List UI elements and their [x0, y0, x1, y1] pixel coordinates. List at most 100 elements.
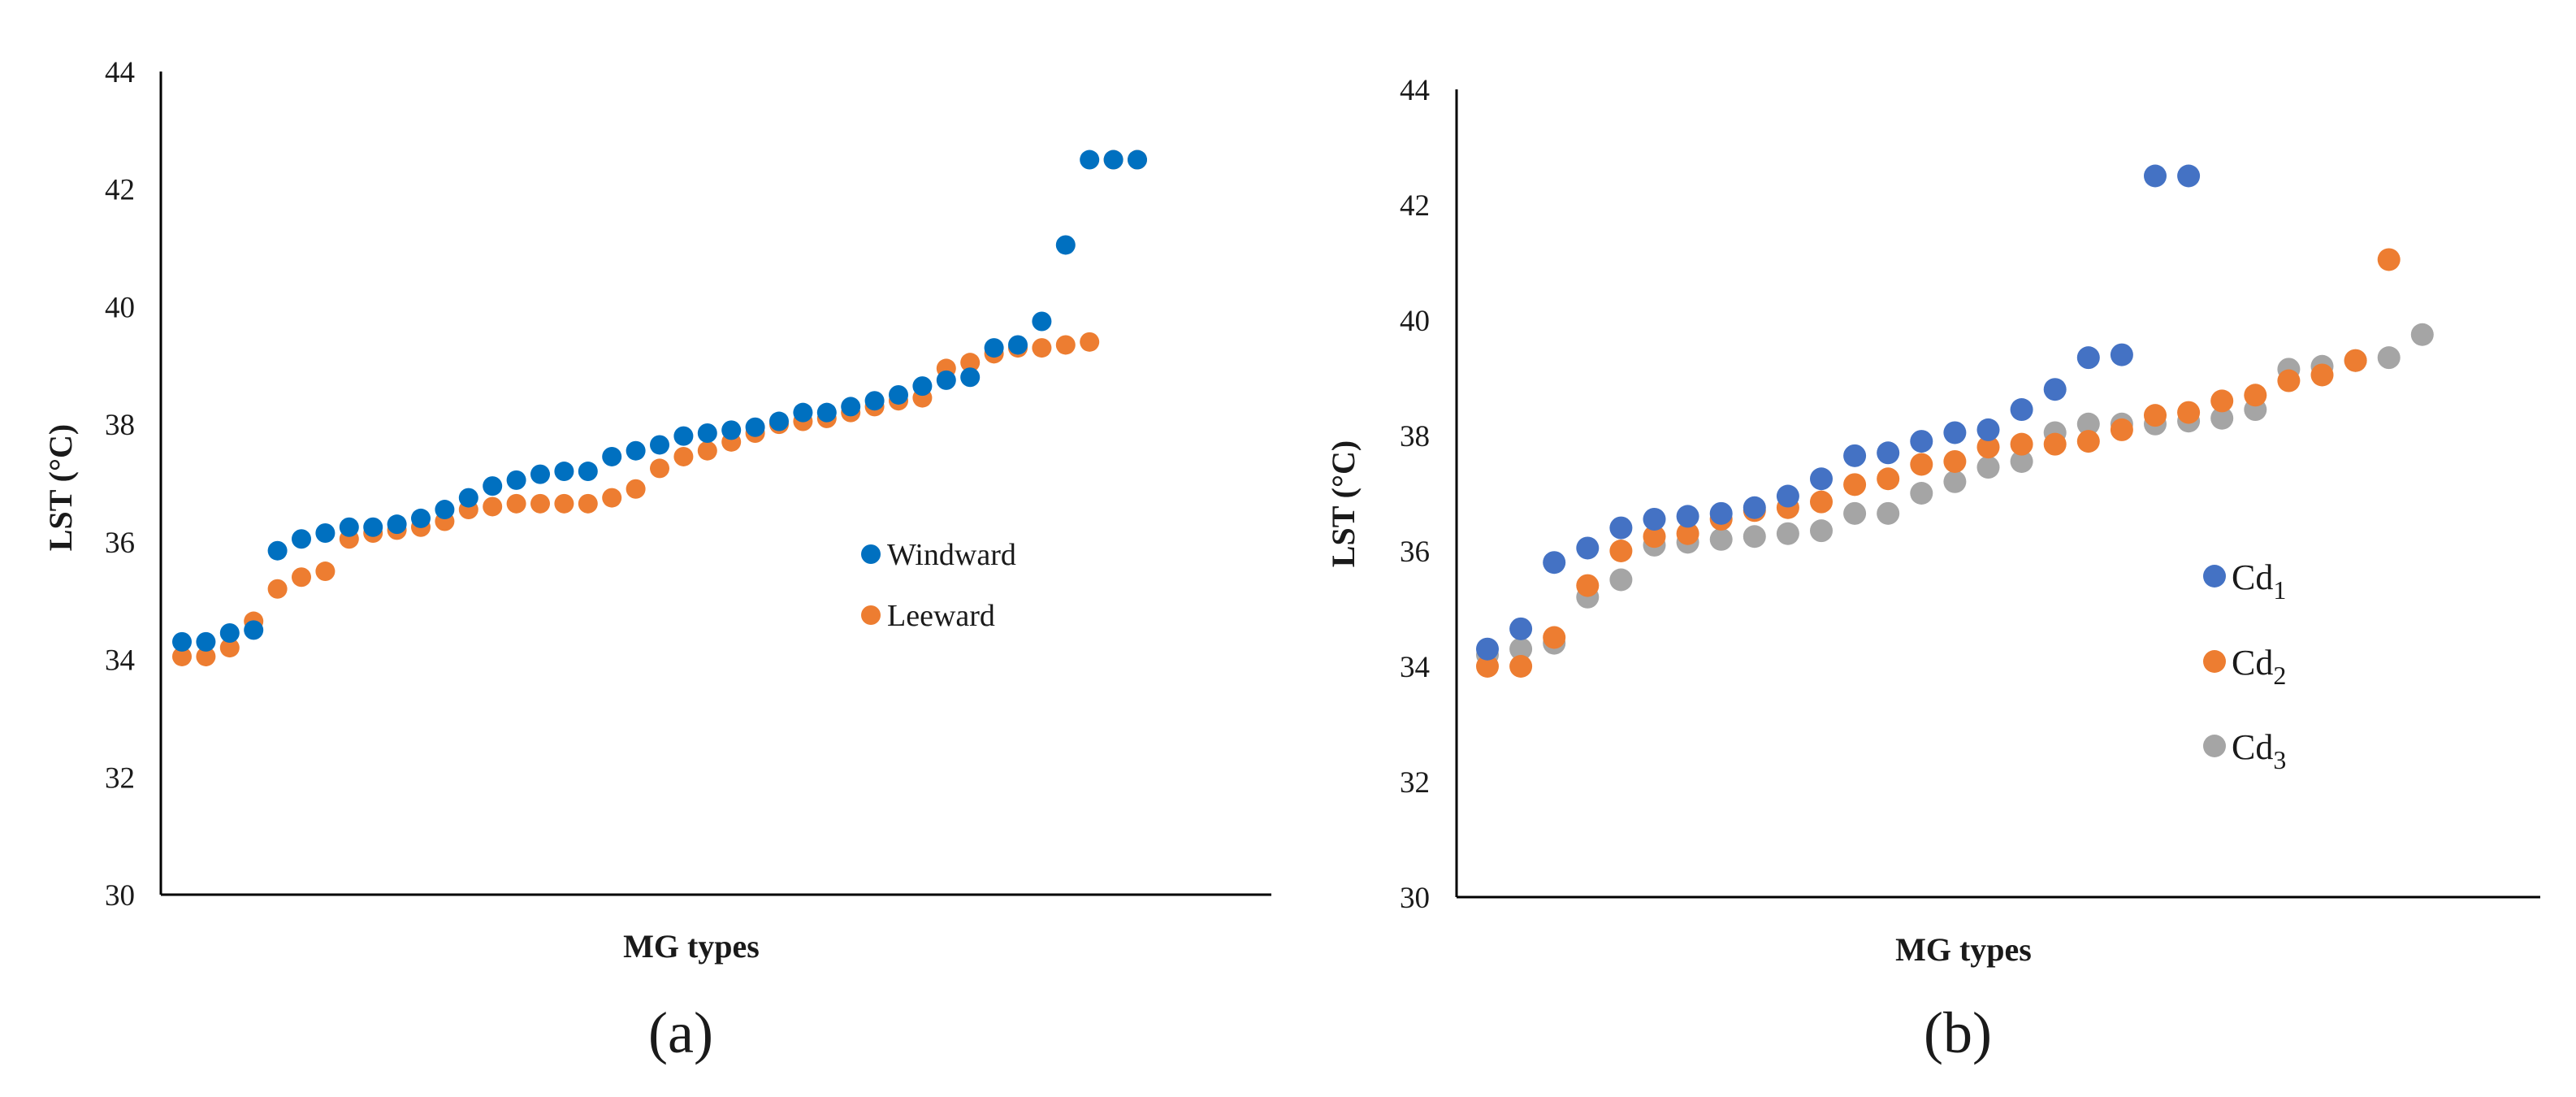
data-point-cd3-9 [1743, 525, 1766, 548]
data-point-cd1-17 [2010, 398, 2033, 422]
data-point-windward-25 [745, 417, 765, 437]
legend-marker-windward [861, 544, 881, 564]
data-point-cd1-15 [1943, 421, 1967, 444]
data-point-windward-6 [292, 529, 311, 549]
data-point-leeward-1 [172, 646, 192, 666]
data-point-cd1-8 [1709, 501, 1733, 525]
data-point-cd3-23 [2210, 406, 2234, 430]
legend-marker-leeward [861, 605, 881, 625]
y-tick-labels: 30 32 34 36 38 40 42 44 [1400, 74, 1430, 915]
data-point-cd1-5 [1609, 516, 1633, 540]
data-point-cd2-26 [2310, 363, 2334, 387]
legend-marker-cd3 [2203, 735, 2226, 757]
data-point-windward-41 [1128, 150, 1147, 170]
y-tick-label-44: 44 [105, 56, 135, 89]
data-point-cd3-12 [1843, 501, 1867, 525]
legend-label-cd2-sub: 2 [2273, 661, 2286, 690]
data-point-windward-36 [1008, 335, 1028, 355]
data-point-windward-35 [984, 338, 1004, 358]
data-point-windward-12 [435, 500, 455, 520]
data-point-windward-32 [912, 376, 933, 397]
data-point-cd2-4 [1576, 574, 1600, 597]
data-point-leeward-7 [315, 562, 336, 582]
data-point-windward-2 [196, 631, 216, 652]
data-point-leeward-39 [1080, 332, 1100, 352]
data-point-cd1-13 [1877, 441, 1900, 465]
data-point-cd3-11 [1810, 519, 1833, 543]
data-point-cd1-10 [1776, 484, 1799, 508]
data-point-cd1-14 [1910, 430, 1933, 453]
data-point-cd1-6 [1643, 507, 1666, 531]
data-point-leeward-2 [196, 646, 216, 666]
data-point-windward-29 [841, 397, 861, 417]
data-point-cd2-24 [2244, 384, 2267, 407]
data-point-windward-20 [626, 440, 646, 461]
data-point-cd2-22 [2177, 401, 2201, 424]
data-point-windward-9 [363, 517, 383, 537]
legend-label-windward: Windward [887, 538, 1016, 572]
data-point-leeward-21 [650, 458, 669, 479]
y-tick-label-40: 40 [1400, 305, 1430, 338]
data-point-cd1-19 [2076, 346, 2100, 370]
panel-label-b: (b) [1924, 1000, 1992, 1065]
data-point-windward-22 [673, 426, 694, 446]
data-point-windward-31 [889, 384, 908, 405]
y-axis-title: LST (°C) [1325, 440, 1362, 567]
legend-label-leeward: Leeward [887, 599, 995, 633]
data-point-cd2-12 [1843, 473, 1867, 496]
y-tick-label-36: 36 [105, 527, 135, 560]
y-tick-label-36: 36 [1400, 535, 1430, 569]
data-point-windward-21 [650, 435, 669, 455]
y-tick-label-30: 30 [1400, 882, 1430, 915]
panel-label-a: (a) [648, 1000, 713, 1065]
data-points [1476, 164, 2434, 678]
data-point-cd2-15 [1943, 449, 1967, 473]
data-point-windward-23 [697, 423, 717, 443]
data-point-cd1-7 [1676, 505, 1699, 528]
legend-label-cd2: Cd2 [2232, 643, 2286, 690]
y-tick-label-32: 32 [105, 761, 135, 795]
data-point-windward-17 [554, 462, 574, 482]
data-point-cd1-11 [1810, 467, 1833, 491]
data-point-windward-15 [506, 470, 526, 490]
data-point-cd2-16 [1976, 436, 2000, 459]
data-point-windward-4 [244, 620, 264, 640]
data-point-cd1-1 [1476, 637, 1499, 661]
data-point-leeward-34 [960, 353, 981, 373]
data-point-windward-18 [578, 462, 598, 482]
legend-label-cd1-sub: 1 [2273, 575, 2286, 605]
x-axis-title: MG types [623, 928, 760, 965]
data-point-windward-38 [1055, 235, 1076, 255]
data-points [172, 150, 1147, 666]
data-point-cd1-2 [1509, 617, 1533, 640]
data-point-windward-30 [864, 391, 885, 411]
data-point-cd3-17 [2010, 449, 2033, 473]
data-point-windward-14 [483, 476, 503, 496]
data-point-windward-7 [315, 523, 336, 544]
data-point-cd3-2 [1509, 637, 1533, 661]
data-point-leeward-3 [219, 638, 240, 658]
data-point-cd2-18 [2043, 432, 2067, 456]
data-point-leeward-17 [554, 493, 574, 514]
data-point-cd2-11 [1810, 490, 1833, 514]
data-point-cd2-17 [2010, 432, 2033, 456]
y-tick-label-32: 32 [1400, 766, 1430, 800]
data-point-cd2-3 [1543, 626, 1566, 649]
data-point-leeward-16 [530, 493, 550, 514]
y-tick-label-40: 40 [105, 291, 135, 324]
y-tick-label-30: 30 [105, 879, 135, 913]
data-point-cd2-20 [2110, 418, 2133, 441]
data-point-leeward-6 [292, 567, 311, 588]
data-point-windward-26 [769, 411, 789, 431]
data-point-cd3-5 [1609, 568, 1633, 592]
data-point-cd3-15 [1943, 470, 1967, 493]
data-point-cd2-28 [2377, 248, 2401, 271]
data-point-windward-1 [172, 631, 192, 652]
data-point-cd1-21 [2144, 164, 2167, 188]
data-point-windward-8 [339, 517, 359, 537]
data-point-windward-5 [267, 540, 288, 561]
legend: Cd1 Cd2 Cd3 [2203, 557, 2286, 774]
data-point-cd2-7 [1676, 522, 1699, 545]
